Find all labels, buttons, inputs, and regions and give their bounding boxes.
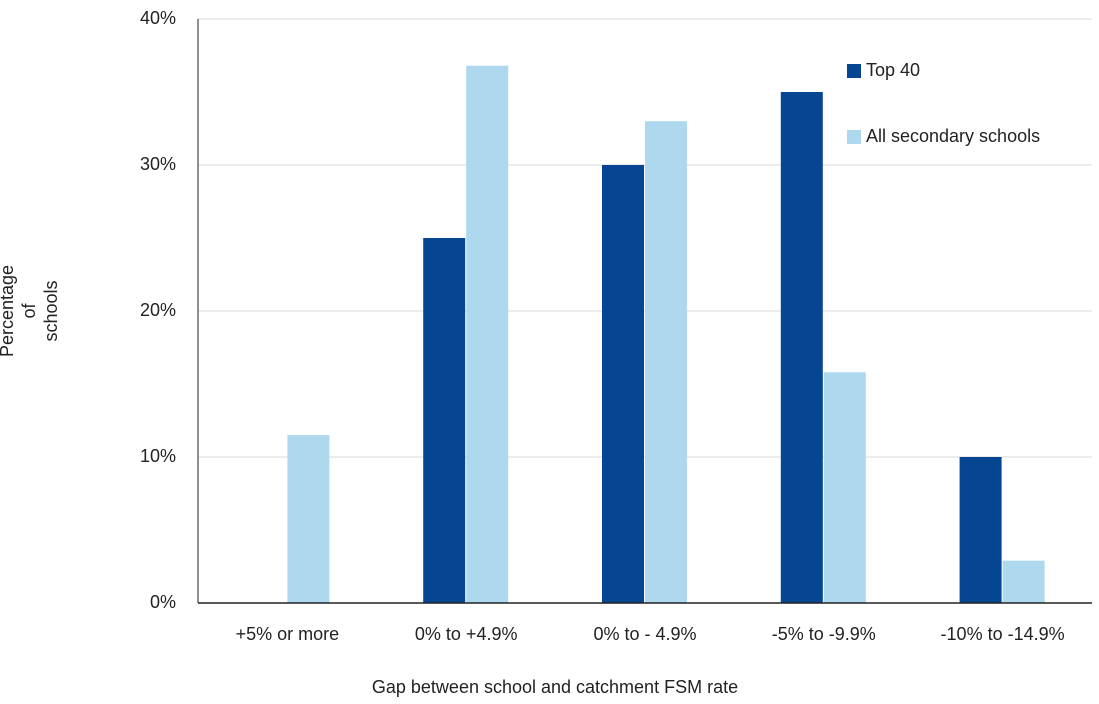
bar	[602, 165, 644, 603]
y-tick-label: 30%	[140, 154, 176, 174]
x-tick-label: 0% to +4.9%	[415, 624, 518, 644]
bar	[466, 65, 509, 604]
bar	[645, 121, 687, 603]
bar	[423, 238, 466, 603]
bar	[287, 435, 330, 603]
legend-label: Top 40	[866, 60, 920, 80]
x-tick-label: 0% to - 4.9%	[593, 624, 696, 644]
y-tick-label: 40%	[140, 8, 176, 28]
x-tick-label: +5% or more	[236, 624, 340, 644]
bar	[823, 372, 866, 603]
y-tick-label: 0%	[150, 592, 176, 612]
y-tick-label: 10%	[140, 446, 176, 466]
y-axis-title: Percentage	[0, 265, 17, 357]
bar	[959, 457, 1002, 603]
legend-swatch	[847, 130, 861, 144]
x-axis-title: Gap between school and catchment FSM rat…	[372, 677, 738, 697]
x-tick-label: -5% to -9.9%	[772, 624, 876, 644]
y-axis-title: of	[19, 302, 39, 318]
y-tick-label: 20%	[140, 300, 176, 320]
bar	[780, 92, 823, 603]
y-axis-title: schools	[41, 280, 61, 341]
legend-swatch	[847, 64, 861, 78]
legend-label: All secondary schools	[866, 126, 1040, 146]
bar	[1002, 560, 1045, 603]
x-tick-label: -10% to -14.9%	[941, 624, 1065, 644]
